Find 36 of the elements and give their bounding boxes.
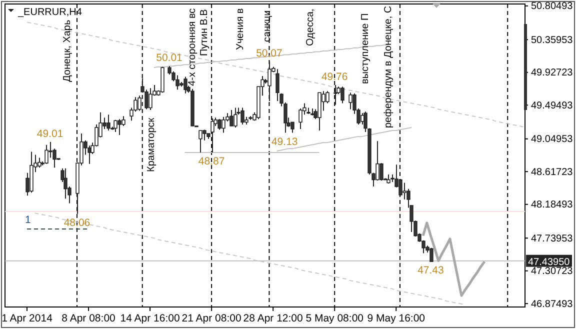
- y-tick-label: 47.73953: [531, 233, 574, 244]
- text: 48.87: [198, 155, 225, 168]
- annotation: референдум в Донецке, С: [383, 6, 394, 128]
- x-tick-label: 9 May 16:00: [367, 312, 426, 324]
- text: 47.43: [418, 264, 444, 277]
- x-tick-label: 14 Apr 16:00: [120, 312, 180, 324]
- y-tick-label: 50.35953: [531, 34, 574, 46]
- y-tick-label: 49.04953: [531, 134, 574, 146]
- y-tick-label: 48.18493: [531, 200, 574, 211]
- y-tick-label: 49.92723: [531, 68, 574, 79]
- y-tick-label: 46.87493: [531, 298, 574, 310]
- annotation: Одесса,: [305, 8, 316, 46]
- x-tick-label: 5 May 08:00: [306, 312, 364, 324]
- x-tick-label: 28 Apr 12:00: [243, 312, 304, 324]
- text: 49.76: [321, 71, 348, 84]
- annotation: Учения в: [235, 8, 246, 50]
- ref-line-label: 47.43950: [528, 256, 570, 268]
- series-label: 1: [25, 214, 31, 226]
- y-tick-label: 47.30723: [531, 266, 574, 278]
- y-tick-label: 49.49493: [531, 100, 574, 112]
- x-tick-label: 8 Apr 08:00: [62, 312, 116, 324]
- text: 50.07: [256, 48, 282, 60]
- x-tick-label: 1 Apr 2014: [2, 312, 53, 324]
- text: 50.01: [156, 52, 182, 64]
- annotation: Донецк, Харь: [62, 20, 73, 82]
- chart-title: _EURRUR,H4: [17, 7, 82, 18]
- annotation: Путин В.В: [199, 8, 210, 56]
- text: 49.01: [36, 128, 64, 140]
- text: 48.06: [64, 216, 90, 229]
- y-tick-label: 48.61723: [531, 166, 574, 178]
- annotation: выступление П: [360, 13, 371, 84]
- text: 49.13: [271, 136, 298, 148]
- annotation: 4-х сторонняя вс: [187, 8, 198, 86]
- x-tick-label: 21 Apr 08:00: [182, 312, 242, 324]
- annotation: Краматорск: [146, 117, 157, 172]
- y-tick-label: 50.80493: [531, 1, 574, 12]
